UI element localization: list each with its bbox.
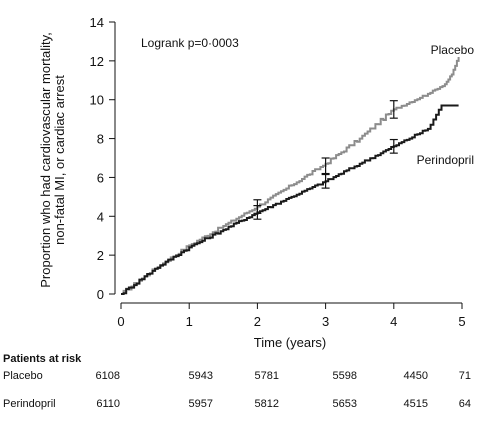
series-line-placebo (121, 57, 460, 295)
y-axis-title-line-1: Proportion who had cardiovascular mortal… (38, 32, 53, 288)
x-tick-label: 0 (117, 314, 124, 329)
x-axis-title: Time (years) (254, 335, 326, 350)
y-tick-label: 6 (97, 170, 104, 185)
series-line-perindopril (121, 104, 459, 295)
x-tick-label: 1 (186, 314, 193, 329)
series-layer (121, 57, 460, 295)
risk-row-perindopril: Perindopril 6110 5957 5812 5653 4515 64 (0, 398, 495, 412)
risk-cell: 5598 (332, 370, 357, 382)
series-label-placebo: Placebo (431, 43, 475, 57)
y-tick-label: 10 (90, 93, 104, 108)
risk-cell: 5957 (188, 398, 213, 410)
risk-row-placebo: Placebo 6108 5943 5781 5598 4450 71 (0, 370, 495, 384)
risk-cell: 6108 (95, 370, 120, 382)
x-axis: 0 1 2 3 4 5 (117, 302, 466, 329)
risk-cell: 64 (458, 398, 471, 410)
risk-cell: 71 (458, 370, 471, 382)
risk-cell: 5781 (254, 370, 279, 382)
y-tick-label: 8 (97, 132, 104, 147)
risk-cell: 4515 (403, 398, 428, 410)
risk-cell: 6110 (96, 398, 120, 410)
y-axis-title-line-2: non-fatal MI, or cardiac arrest (52, 75, 67, 245)
logrank-annotation: Logrank p=0·0003 (141, 36, 239, 50)
x-tick-label: 3 (322, 314, 329, 329)
risk-cell: 5943 (188, 370, 213, 382)
risk-cell: 5653 (332, 398, 357, 410)
risk-cell: 4450 (403, 370, 428, 382)
x-tick-label: 4 (390, 314, 397, 329)
risk-row-label: Perindopril (3, 398, 56, 410)
y-tick-label: 0 (97, 287, 104, 302)
y-tick-label: 2 (97, 248, 104, 263)
y-tick-label: 12 (90, 54, 104, 69)
x-tick-label: 2 (254, 314, 261, 329)
series-label-perindopril: Perindopril (417, 153, 474, 167)
x-tick-label: 5 (458, 314, 465, 329)
risk-row-label: Placebo (3, 370, 43, 382)
y-tick-label: 4 (97, 209, 104, 224)
y-tick-label: 14 (90, 15, 104, 30)
risk-cell: 5812 (254, 398, 279, 410)
risk-table-title: Patients at risk (3, 353, 82, 365)
y-axis: 0 2 4 6 8 10 12 14 (90, 15, 116, 302)
